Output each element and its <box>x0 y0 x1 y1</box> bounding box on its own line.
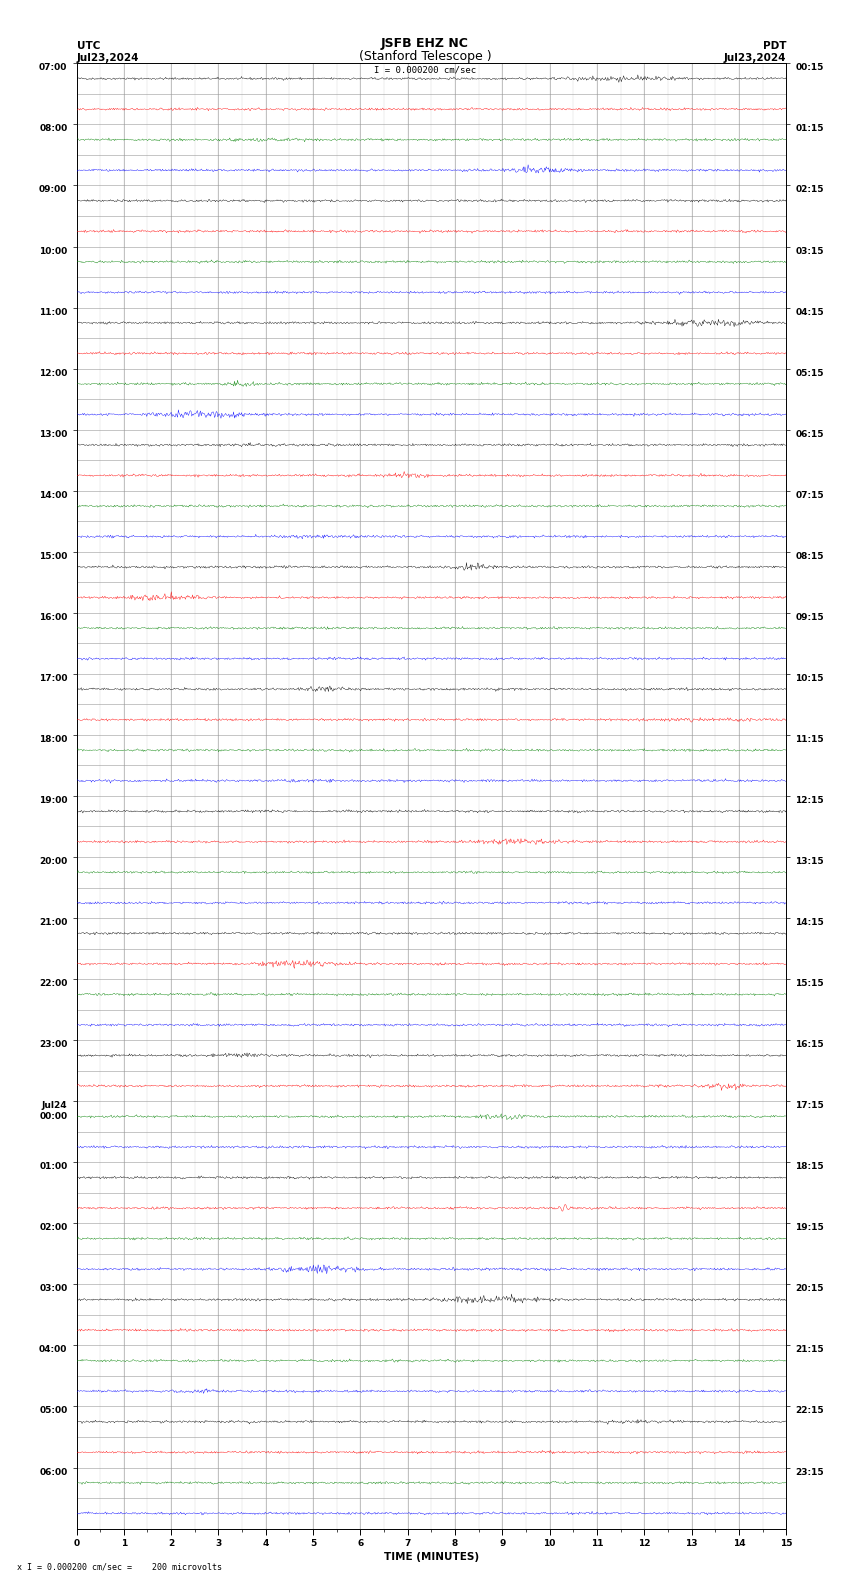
Text: Jul23,2024: Jul23,2024 <box>76 54 139 63</box>
Text: (Stanford Telescope ): (Stanford Telescope ) <box>359 49 491 62</box>
Text: UTC: UTC <box>76 41 100 51</box>
Text: x I = 0.000200 cm/sec =    200 microvolts: x I = 0.000200 cm/sec = 200 microvolts <box>17 1562 222 1571</box>
Text: Jul23,2024: Jul23,2024 <box>723 54 786 63</box>
Text: JSFB EHZ NC: JSFB EHZ NC <box>381 36 469 49</box>
Text: PDT: PDT <box>762 41 786 51</box>
X-axis label: TIME (MINUTES): TIME (MINUTES) <box>384 1552 479 1562</box>
Text: I = 0.000200 cm/sec: I = 0.000200 cm/sec <box>374 65 476 74</box>
